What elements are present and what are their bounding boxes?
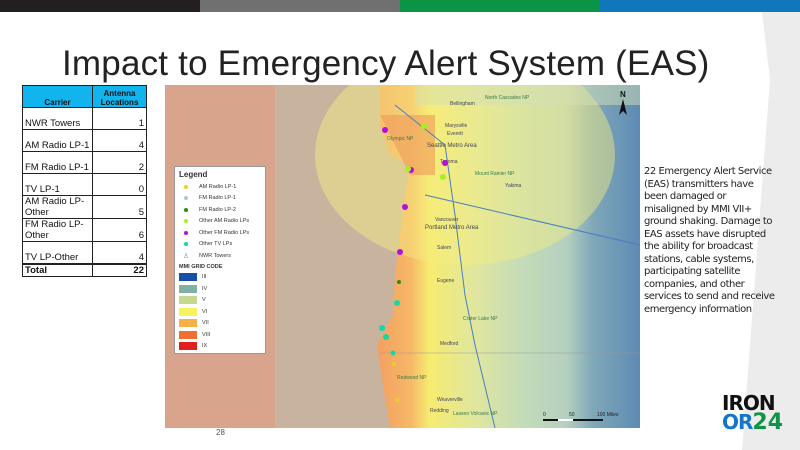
legend-item: Other AM Radio LPs — [179, 216, 261, 228]
svg-text:0: 0 — [543, 412, 546, 418]
north-arrow: N — [620, 90, 626, 99]
iron-or-24-logo: IRON OR24 — [722, 391, 784, 435]
mmi-item: V — [179, 295, 261, 307]
page-number: 28 — [216, 428, 225, 437]
top-bar-green — [400, 0, 600, 12]
tv-marker — [379, 325, 385, 331]
count: 4 — [92, 241, 147, 264]
table-row: TV LP-1 0 — [22, 173, 147, 196]
mmi-item: IX — [179, 341, 261, 353]
tv-marker — [383, 334, 389, 340]
total-value: 22 — [92, 262, 147, 277]
count: 2 — [92, 151, 147, 174]
tv-marker — [394, 300, 400, 306]
svg-text:Seattle Metro Area: Seattle Metro Area — [427, 143, 477, 149]
total-label: Total — [22, 262, 93, 277]
legend-item: AM Radio LP-1 — [179, 181, 261, 193]
top-bar-gray — [200, 0, 400, 12]
fm-lp2-marker — [397, 280, 401, 284]
svg-text:Everett: Everett — [447, 131, 463, 137]
carrier: NWR Towers — [22, 107, 93, 130]
fm-lp1-icon — [184, 196, 188, 201]
svg-text:Vancouver: Vancouver — [435, 217, 459, 223]
count: 4 — [92, 129, 147, 152]
svg-text:Tacoma: Tacoma — [440, 159, 458, 165]
table-row: FM Radio LP-1 2 — [22, 151, 147, 174]
svg-text:Weaverville: Weaverville — [437, 397, 463, 403]
svg-text:Marysville: Marysville — [445, 123, 467, 129]
am-lp1-marker — [395, 398, 399, 402]
top-bar-black — [0, 0, 200, 12]
carrier: TV LP-Other — [22, 241, 93, 264]
svg-text:North Cascades NP: North Cascades NP — [485, 95, 530, 101]
carrier: FM Radio LP-Other — [22, 218, 93, 242]
am-other-marker — [440, 174, 446, 180]
count: 5 — [92, 195, 147, 219]
mmi-item: VIII — [179, 329, 261, 341]
fm-other-marker — [397, 249, 403, 255]
svg-text:Redding: Redding — [430, 408, 449, 414]
legend-item: Other FM Radio LPs — [179, 227, 261, 239]
mmi-item: IV — [179, 283, 261, 295]
page-title: Impact to Emergency Alert System (EAS) — [62, 44, 710, 83]
map-legend: Legend AM Radio LP-1 FM Radio LP-1 FM Ra… — [174, 166, 266, 354]
svg-text:100 Miles: 100 Miles — [597, 412, 619, 418]
table-row: AM Radio LP-Other 5 — [22, 195, 147, 219]
svg-text:Lassen Volcanic NP: Lassen Volcanic NP — [453, 411, 498, 417]
header-antenna: Antenna Locations — [92, 85, 147, 108]
am-lp1-icon — [184, 184, 188, 189]
svg-text:Bellingham: Bellingham — [450, 101, 475, 107]
mmi-item: III — [179, 272, 261, 284]
am-other-marker — [405, 166, 411, 172]
tv-marker — [390, 350, 396, 356]
table-row: AM Radio LP-1 4 — [22, 129, 147, 152]
fm-other-marker — [402, 204, 408, 210]
svg-text:Eugene: Eugene — [437, 278, 454, 284]
fm-other-marker — [382, 127, 388, 133]
table-row: NWR Towers 1 — [22, 107, 147, 130]
svg-text:Olympic NP: Olympic NP — [387, 136, 414, 142]
mmi-item: VI — [179, 306, 261, 318]
station-markers — [379, 123, 448, 402]
svg-text:Salem: Salem — [437, 245, 451, 251]
carrier: TV LP-1 — [22, 173, 93, 196]
legend-title: Legend — [179, 170, 208, 179]
carrier: FM Radio LP-1 — [22, 151, 93, 174]
table-total-row: Total 22 — [22, 262, 147, 277]
count: 1 — [92, 107, 147, 130]
am-other-icon — [184, 219, 188, 224]
description-text: 22 Emergency Alert Service (EAS) transmi… — [644, 166, 775, 315]
top-bar-blue — [600, 0, 800, 12]
count: 6 — [92, 218, 147, 242]
fm-lp2-icon — [184, 207, 188, 212]
legend-item: Other TV LPs — [179, 239, 261, 251]
legend-item: FM Radio LP-1 — [179, 193, 261, 205]
carrier: AM Radio LP-Other — [22, 195, 93, 219]
tv-other-icon — [184, 242, 188, 247]
table-row: FM Radio LP-Other 6 — [22, 218, 147, 242]
fm-other-icon — [184, 230, 188, 235]
mmi-title: MMI GRID CODE — [179, 263, 223, 270]
svg-text:Mount Rainier NP: Mount Rainier NP — [475, 171, 515, 177]
header-carrier: Carrier — [22, 85, 93, 108]
svg-text:Crater Lake NP: Crater Lake NP — [463, 316, 498, 322]
antenna-table: Carrier Antenna Locations NWR Towers 1 AM … — [22, 85, 147, 277]
legend-item: ♙ NWR Towers — [179, 250, 261, 262]
count: 0 — [92, 173, 147, 196]
carrier: AM Radio LP-1 — [22, 129, 93, 152]
svg-text:50: 50 — [569, 412, 575, 418]
svg-text:Yakima: Yakima — [505, 183, 522, 189]
mmi-item: VII — [179, 318, 261, 330]
am-other-marker — [421, 123, 427, 129]
tower-icon: ♙ — [182, 252, 190, 260]
am-lp1-marker — [392, 362, 396, 366]
fm-other-marker — [442, 160, 448, 166]
svg-text:Portland Metro Area: Portland Metro Area — [425, 225, 479, 231]
legend-item: FM Radio LP-2 — [179, 204, 261, 216]
table-row: TV LP-Other 4 — [22, 241, 147, 264]
svg-text:Redwood NP: Redwood NP — [397, 375, 427, 381]
svg-text:Medford: Medford — [440, 341, 459, 347]
